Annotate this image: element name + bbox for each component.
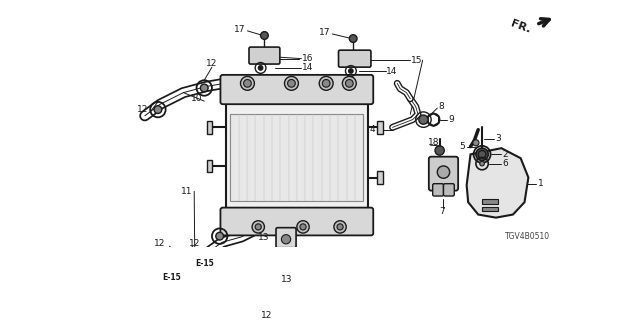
Text: FR.: FR.: [509, 19, 532, 35]
Circle shape: [260, 32, 268, 39]
Bar: [230, 114, 364, 201]
Circle shape: [282, 235, 291, 244]
Circle shape: [323, 79, 330, 87]
FancyBboxPatch shape: [429, 157, 458, 191]
Circle shape: [473, 140, 479, 146]
FancyBboxPatch shape: [276, 228, 296, 248]
FancyBboxPatch shape: [220, 75, 373, 104]
Text: 10: 10: [191, 94, 203, 103]
Text: 3: 3: [495, 134, 501, 143]
Polygon shape: [467, 148, 529, 218]
Circle shape: [435, 146, 444, 155]
Circle shape: [287, 79, 295, 87]
Circle shape: [349, 35, 357, 43]
Text: 13: 13: [281, 275, 292, 284]
Text: 2: 2: [502, 150, 508, 159]
Circle shape: [252, 221, 264, 233]
Circle shape: [168, 255, 179, 266]
Circle shape: [285, 76, 298, 90]
Circle shape: [480, 161, 484, 166]
Bar: [482, 207, 497, 212]
Circle shape: [349, 69, 353, 73]
FancyBboxPatch shape: [339, 50, 371, 67]
Text: E-15: E-15: [163, 273, 181, 282]
Text: 8: 8: [439, 102, 445, 111]
Circle shape: [346, 79, 353, 87]
FancyBboxPatch shape: [220, 208, 373, 236]
Circle shape: [300, 224, 306, 230]
Text: 5: 5: [460, 142, 465, 151]
Circle shape: [216, 232, 223, 240]
Text: 7: 7: [439, 207, 445, 216]
Circle shape: [244, 79, 252, 87]
Circle shape: [259, 66, 263, 70]
Bar: [226, 92, 368, 218]
Circle shape: [337, 224, 343, 230]
FancyBboxPatch shape: [433, 184, 444, 196]
FancyBboxPatch shape: [299, 269, 319, 289]
Circle shape: [437, 166, 450, 178]
Text: 14: 14: [387, 67, 397, 76]
Text: 12: 12: [189, 239, 201, 248]
Circle shape: [319, 76, 333, 90]
Bar: [207, 121, 212, 133]
Text: 16: 16: [301, 54, 313, 63]
Text: 9: 9: [448, 115, 454, 124]
Circle shape: [476, 148, 488, 161]
Bar: [377, 121, 383, 133]
Text: 12: 12: [261, 311, 273, 320]
Bar: [482, 199, 497, 204]
Text: 15: 15: [411, 56, 422, 65]
Circle shape: [342, 76, 356, 90]
Text: 14: 14: [301, 63, 313, 72]
Text: TGV4B0510: TGV4B0510: [505, 232, 550, 241]
Circle shape: [184, 255, 194, 266]
Text: 12: 12: [138, 105, 148, 114]
Circle shape: [305, 276, 314, 285]
Text: 17: 17: [319, 28, 330, 37]
FancyBboxPatch shape: [444, 184, 454, 196]
FancyBboxPatch shape: [249, 47, 280, 64]
Text: 6: 6: [502, 159, 508, 168]
Text: 1: 1: [538, 179, 543, 188]
Text: 17: 17: [234, 25, 245, 34]
Circle shape: [241, 76, 254, 90]
Circle shape: [334, 221, 346, 233]
Text: 4: 4: [370, 125, 376, 134]
Text: 12: 12: [206, 59, 218, 68]
Text: 12: 12: [154, 239, 165, 248]
Bar: [207, 160, 212, 172]
Circle shape: [200, 84, 208, 92]
Bar: [377, 171, 383, 184]
Circle shape: [419, 115, 428, 124]
Circle shape: [255, 224, 261, 230]
Text: 11: 11: [181, 187, 193, 196]
Circle shape: [297, 221, 309, 233]
Text: E-15: E-15: [195, 259, 214, 268]
Text: 13: 13: [257, 233, 269, 242]
Circle shape: [154, 106, 162, 114]
Text: 18: 18: [428, 138, 440, 147]
